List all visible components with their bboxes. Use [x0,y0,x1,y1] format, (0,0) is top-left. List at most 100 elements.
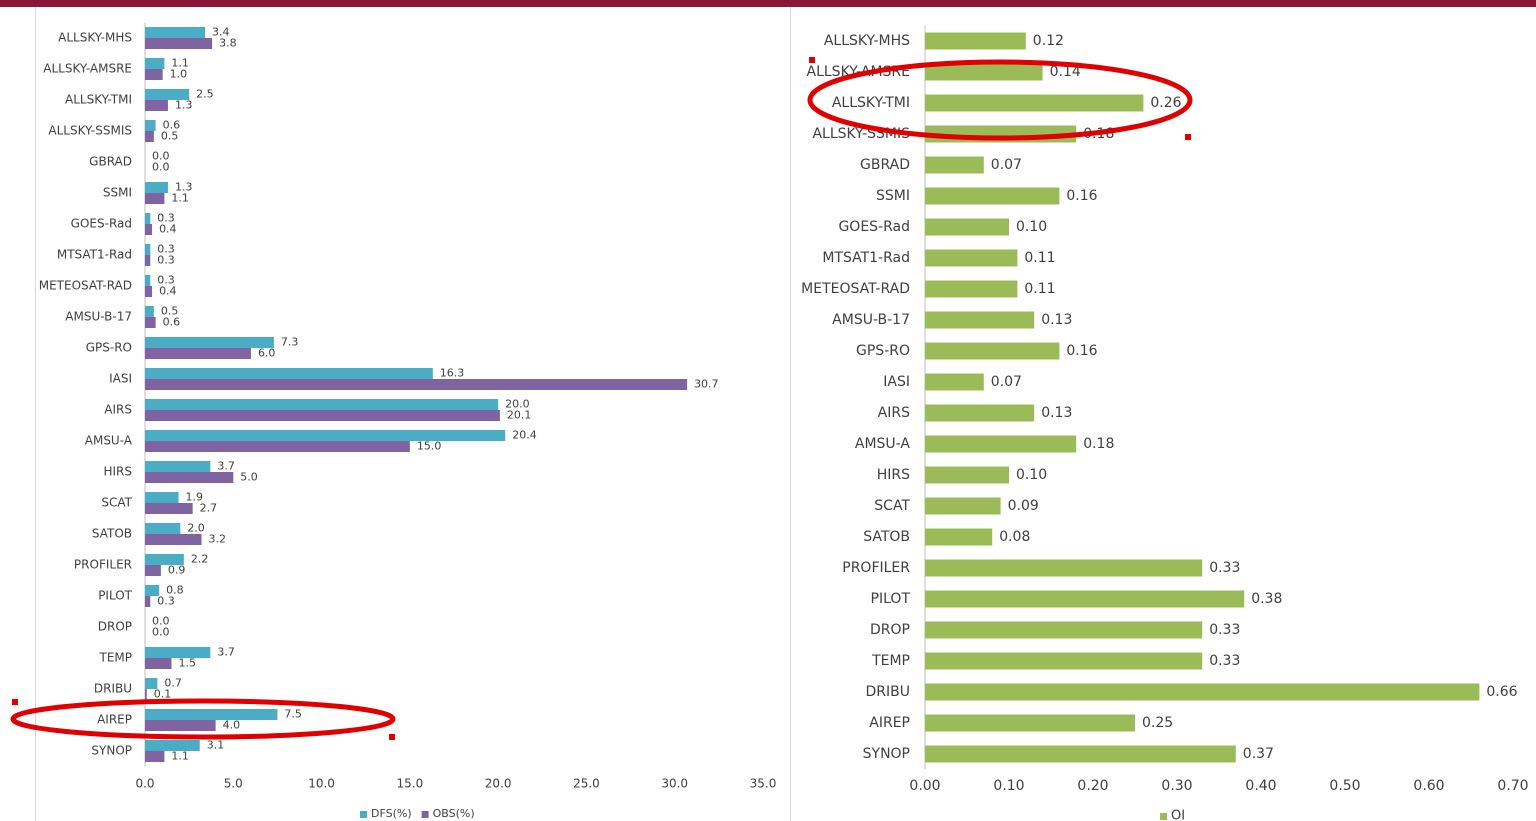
category-label: ALLSKY-AMSRE [43,62,132,76]
bar [145,565,161,576]
legend-swatch [360,811,367,818]
bar [145,244,151,255]
bar [145,472,234,483]
category-label: DRIBU [94,682,132,696]
value-label: 1.3 [175,181,193,194]
category-label: PROFILER [842,560,910,576]
value-label: 0.33 [1209,653,1240,669]
bar [145,213,151,224]
bar [925,683,1480,701]
category-label: MTSAT1-Rad [822,250,910,266]
category-label: ALLSKY-SSMIS [48,124,132,138]
value-label: 2.7 [200,502,218,515]
bar [145,720,216,731]
value-label: 0.8 [166,584,184,597]
value-label: 0.4 [159,223,177,236]
bar [925,156,984,174]
bar [145,89,190,100]
category-label: AMSU-A [85,434,133,448]
category-label: GPS-RO [856,343,910,359]
x-tick-label: 0.70 [1497,778,1528,794]
x-tick-label: 0.30 [1161,778,1192,794]
bar [925,621,1203,639]
category-label: DRIBU [866,684,911,700]
value-label: 3.8 [219,37,237,50]
bar [145,410,500,421]
bar [925,32,1026,50]
value-label: 2.2 [191,553,209,566]
bar [145,678,158,689]
bar [925,652,1203,670]
category-label: TEMP [98,651,132,665]
value-label: 3.7 [217,460,235,473]
bar [145,193,165,204]
value-label: 1.1 [171,750,189,763]
category-label: ALLSKY-MHS [58,31,132,45]
value-label: 0.5 [161,130,179,143]
bar [145,38,213,49]
category-label: ALLSKY-TMI [65,93,132,107]
bar [925,94,1144,112]
bar [925,404,1035,422]
category-label: SSMI [103,186,132,200]
category-label: SYNOP [91,744,132,758]
bar [145,534,202,545]
bar [145,689,147,700]
category-label: PILOT [98,589,132,603]
value-label: 0.10 [1016,219,1047,235]
x-tick-label: 0.0 [135,777,154,791]
bar [145,58,165,69]
x-tick-label: 35.0 [750,777,777,791]
bar [145,441,410,452]
x-tick-label: 30.0 [661,777,688,791]
bar [145,554,184,565]
x-tick-label: 5.0 [224,777,243,791]
bar [145,585,160,596]
category-label: SATOB [92,527,132,541]
value-label: 0.07 [991,157,1022,173]
value-label: 6.0 [258,347,276,360]
category-label: AIRS [878,405,910,421]
bar [925,249,1018,267]
category-label: SCAT [101,496,132,510]
value-label: 1.3 [175,99,193,112]
category-label: AMSU-B-17 [65,310,132,324]
bar [145,596,151,607]
value-label: 0.11 [1024,281,1055,297]
value-label: 1.9 [186,491,204,504]
category-label: AMSU-B-17 [832,312,910,328]
value-label: 20.4 [512,429,537,442]
x-tick-label: 25.0 [573,777,600,791]
value-label: 30.7 [694,378,719,391]
category-label: GPS-RO [86,341,132,355]
category-label: DROP [98,620,132,634]
bar [145,740,200,751]
value-label: 20.0 [505,398,529,411]
value-label: 0.18 [1083,436,1114,452]
bar [145,337,274,348]
value-label: 0.7 [164,677,182,690]
value-label: 0.3 [157,212,175,225]
value-label: 0.25 [1142,715,1173,731]
bar [145,100,168,111]
bar [145,709,278,720]
bar [145,131,154,142]
value-label: 0.37 [1243,746,1274,762]
value-label: 0.0 [152,161,170,174]
value-label: 20.1 [507,409,532,422]
category-label: HIRS [877,467,910,483]
bar [145,275,151,286]
bar [145,286,153,297]
value-label: 0.13 [1041,312,1072,328]
marker [12,699,18,705]
bar [145,647,211,658]
value-label: 0.3 [157,254,175,267]
value-label: 3.4 [212,26,230,39]
category-label: GOES-Rad [71,217,132,231]
x-tick-label: 0.50 [1329,778,1360,794]
value-label: 0.5 [161,305,179,318]
value-label: 1.1 [171,192,189,205]
bar [145,523,181,534]
value-label: 0.10 [1016,467,1047,483]
